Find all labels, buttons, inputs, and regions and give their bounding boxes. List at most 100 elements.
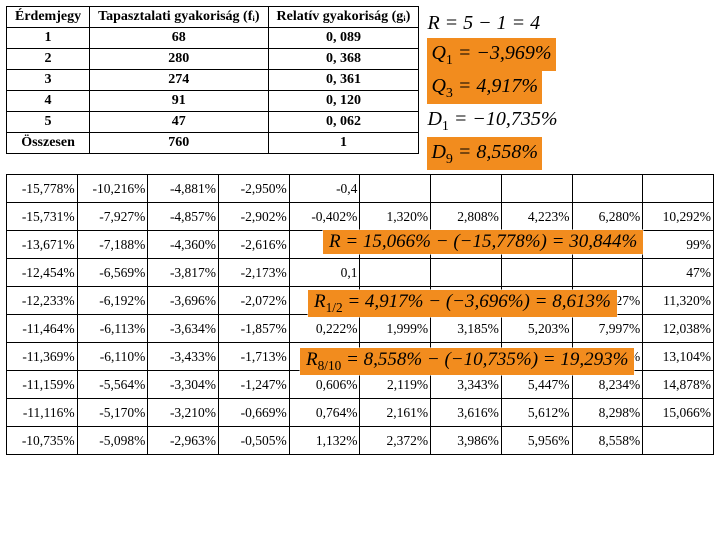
pct-row: -12,454%-6,569%-3,817%-2,173%0,1 47% xyxy=(7,259,714,287)
formula-R: R = 5 − 1 = 4 xyxy=(427,8,557,38)
freq-cell: 3 xyxy=(7,70,90,91)
pct-cell: 4,223% xyxy=(501,203,572,231)
pct-cell: -6,113% xyxy=(77,315,148,343)
pct-cell: 5,956% xyxy=(501,427,572,455)
top-area: Érdemjegy Tapasztalati gyakoriság (fᵢ) R… xyxy=(6,6,714,170)
pct-cell: -6,569% xyxy=(77,259,148,287)
pct-cell: 0,1 xyxy=(289,259,360,287)
pct-cell: -15,778% xyxy=(7,175,78,203)
pct-cell: 1,132% xyxy=(289,427,360,455)
formula-Q1: Q1 = −3,969% xyxy=(427,38,557,71)
pct-cell: -5,170% xyxy=(77,399,148,427)
pct-cell: -12,454% xyxy=(7,259,78,287)
pct-cell: -15,731% xyxy=(7,203,78,231)
freq-header-grade: Érdemjegy xyxy=(7,7,90,28)
pct-cell: -11,464% xyxy=(7,315,78,343)
pct-cell: 3,616% xyxy=(431,399,502,427)
pct-cell xyxy=(360,175,431,203)
pct-cell xyxy=(501,259,572,287)
pct-cell: 5,203% xyxy=(501,315,572,343)
pct-cell: -10,216% xyxy=(77,175,148,203)
pct-cell: -3,634% xyxy=(148,315,219,343)
freq-cell: 274 xyxy=(90,70,268,91)
freq-cell: 0, 062 xyxy=(268,112,419,133)
pct-cell: 2,161% xyxy=(360,399,431,427)
pct-cell: -2,902% xyxy=(219,203,290,231)
pct-cell: 0,764% xyxy=(289,399,360,427)
pct-cell: -3,817% xyxy=(148,259,219,287)
pct-cell: 10,292% xyxy=(643,203,714,231)
freq-cell: 0, 120 xyxy=(268,91,419,112)
pct-cell: 12,038% xyxy=(643,315,714,343)
formula-Q3: Q3 = 4,917% xyxy=(427,71,557,104)
pct-cell: 3,185% xyxy=(431,315,502,343)
freq-cell: 280 xyxy=(90,49,268,70)
freq-header-rel: Relatív gyakoriság (gᵢ) xyxy=(268,7,419,28)
freq-row: 22800, 368 xyxy=(7,49,419,70)
pct-cell: -4,857% xyxy=(148,203,219,231)
pct-cell xyxy=(643,427,714,455)
freq-cell: 0, 089 xyxy=(268,28,419,49)
pct-cell: -2,963% xyxy=(148,427,219,455)
overlay-formula-R810: R8/10 = 8,558% − (−10,735%) = 19,293% xyxy=(300,348,634,375)
freq-row: 5470, 062 xyxy=(7,112,419,133)
freq-cell: 5 xyxy=(7,112,90,133)
freq-cell: 760 xyxy=(90,133,268,154)
pct-cell: -6,110% xyxy=(77,343,148,371)
freq-cell: 91 xyxy=(90,91,268,112)
freq-row: 32740, 361 xyxy=(7,70,419,91)
pct-cell: 3,986% xyxy=(431,427,502,455)
pct-cell: 0,222% xyxy=(289,315,360,343)
freq-cell: 4 xyxy=(7,91,90,112)
formula-D9: D9 = 8,558% xyxy=(427,137,557,170)
pct-cell: -4,360% xyxy=(148,231,219,259)
pct-row: -15,731%-7,927%-4,857%-2,902%-0,402%1,32… xyxy=(7,203,714,231)
pct-cell xyxy=(360,259,431,287)
formula-panel: R = 5 − 1 = 4 Q1 = −3,969% Q3 = 4,917% D… xyxy=(427,6,557,170)
pct-cell: 15,066% xyxy=(643,399,714,427)
pct-cell: 47% xyxy=(643,259,714,287)
pct-cell: 14,878% xyxy=(643,371,714,399)
freq-cell: 0, 361 xyxy=(268,70,419,91)
pct-cell: -1,247% xyxy=(219,371,290,399)
pct-cell: 99% xyxy=(643,231,714,259)
pct-row: -15,778%-10,216%-4,881%-2,950%-0,4 xyxy=(7,175,714,203)
freq-cell: 47 xyxy=(90,112,268,133)
pct-cell xyxy=(431,175,502,203)
pct-cell: 1,320% xyxy=(360,203,431,231)
pct-cell: -1,857% xyxy=(219,315,290,343)
pct-row: -11,116%-5,170%-3,210%-0,669%0,764%2,161… xyxy=(7,399,714,427)
frequency-table: Érdemjegy Tapasztalati gyakoriság (fᵢ) R… xyxy=(6,6,419,154)
freq-cell: 68 xyxy=(90,28,268,49)
pct-cell: -5,098% xyxy=(77,427,148,455)
pct-cell: 11,320% xyxy=(643,287,714,315)
pct-cell: 13,104% xyxy=(643,343,714,371)
pct-cell: -5,564% xyxy=(77,371,148,399)
pct-cell: -10,735% xyxy=(7,427,78,455)
pct-cell xyxy=(501,175,572,203)
pct-cell xyxy=(643,175,714,203)
pct-cell: 7,997% xyxy=(572,315,643,343)
pct-cell: 8,298% xyxy=(572,399,643,427)
pct-cell: -3,696% xyxy=(148,287,219,315)
pct-cell: -13,671% xyxy=(7,231,78,259)
pct-cell: -3,433% xyxy=(148,343,219,371)
pct-cell: -0,669% xyxy=(219,399,290,427)
freq-row: Összesen7601 xyxy=(7,133,419,154)
pct-cell xyxy=(572,259,643,287)
pct-cell: 8,558% xyxy=(572,427,643,455)
overlay-formula-R: R = 15,066% − (−15,778%) = 30,844% xyxy=(323,230,643,254)
pct-cell: 5,612% xyxy=(501,399,572,427)
freq-cell: 2 xyxy=(7,49,90,70)
pct-cell: -2,173% xyxy=(219,259,290,287)
freq-cell: 1 xyxy=(7,28,90,49)
pct-cell: -3,210% xyxy=(148,399,219,427)
freq-cell: 0, 368 xyxy=(268,49,419,70)
pct-cell: -7,188% xyxy=(77,231,148,259)
pct-cell xyxy=(572,175,643,203)
pct-cell: -2,950% xyxy=(219,175,290,203)
formula-D1: D1 = −10,735% xyxy=(427,104,557,137)
pct-row: -10,735%-5,098%-2,963%-0,505%1,132%2,372… xyxy=(7,427,714,455)
freq-row: 1680, 089 xyxy=(7,28,419,49)
pct-cell: -2,616% xyxy=(219,231,290,259)
